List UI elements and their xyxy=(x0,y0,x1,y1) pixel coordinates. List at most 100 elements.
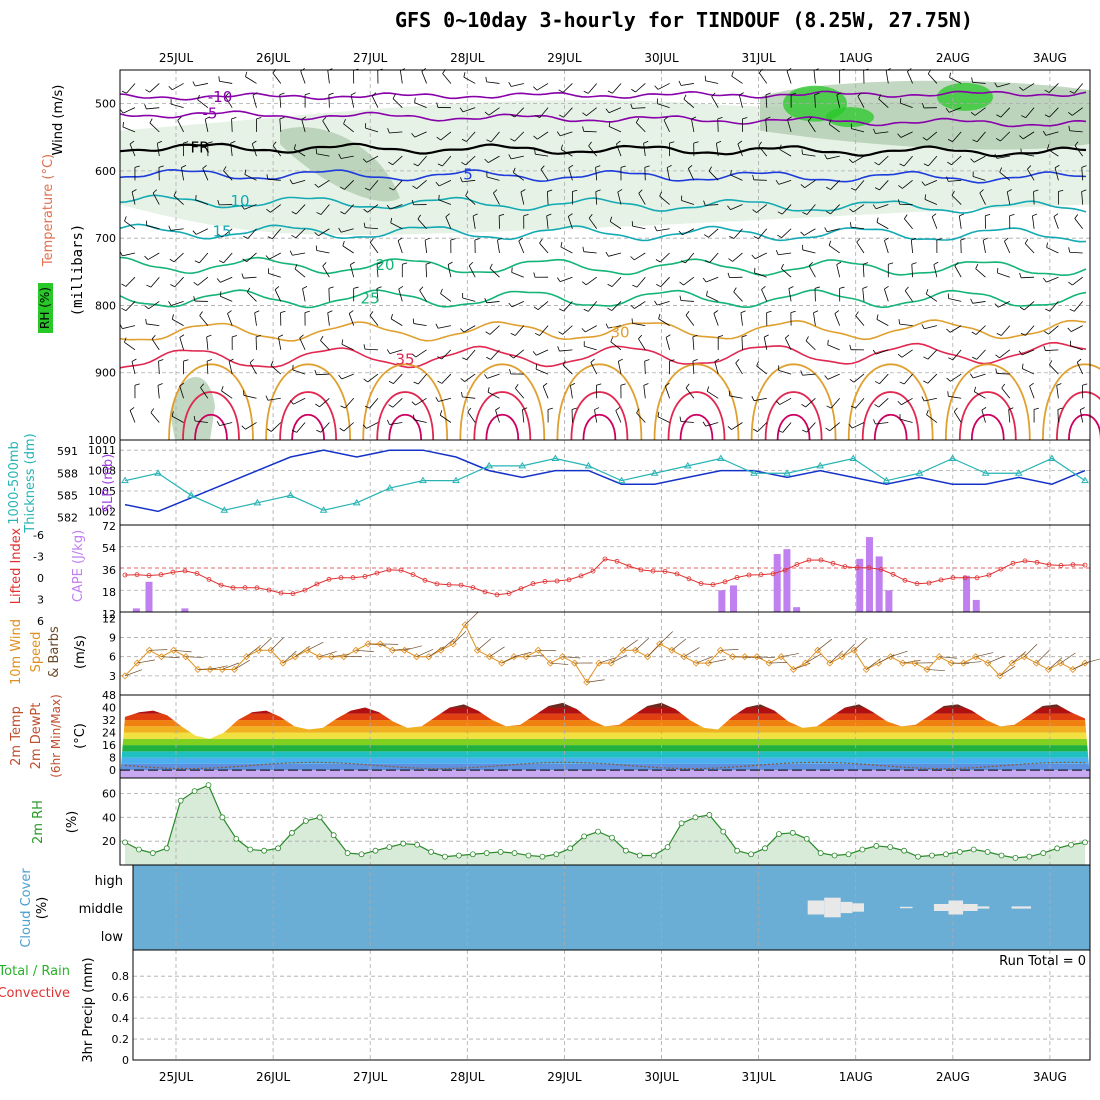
wind-barb xyxy=(584,345,597,351)
wind-barb xyxy=(594,409,598,423)
wind-barb xyxy=(294,268,306,278)
wind-barb-flag xyxy=(777,234,782,239)
wind-barb-flag xyxy=(386,204,391,210)
wind-barb xyxy=(608,126,622,133)
wind-barb xyxy=(788,288,792,302)
wind-barb-flag xyxy=(954,262,959,267)
wind-barb xyxy=(489,325,500,335)
wind-barb-flag xyxy=(979,189,984,194)
wind-barb xyxy=(1047,148,1059,157)
wind-barb-flag xyxy=(439,410,443,416)
wind-barb-flag xyxy=(436,102,439,108)
thickness-point xyxy=(882,476,891,484)
wind-barb xyxy=(220,276,233,283)
li-tick: -6 xyxy=(33,529,44,542)
wind-speed-point xyxy=(1044,665,1053,674)
wind-barb-flag xyxy=(339,186,345,190)
wind-barb-flag xyxy=(731,71,734,77)
wind-barb xyxy=(876,319,889,326)
wind-barb xyxy=(568,167,573,181)
wind-barb-flag xyxy=(435,396,439,402)
wind-barb xyxy=(247,291,257,302)
rh-point xyxy=(483,850,490,856)
wind-barb xyxy=(520,191,525,205)
wind-barb-flag xyxy=(218,260,224,264)
rh-point xyxy=(859,846,866,853)
wind-barb xyxy=(853,373,865,383)
date-label-top: 26JUL xyxy=(256,51,291,65)
wind-barb xyxy=(952,349,962,361)
wind-barb xyxy=(659,631,673,645)
wind-barb xyxy=(416,180,427,189)
wind-barb-flag xyxy=(839,286,845,289)
wind-barb-flag xyxy=(560,241,563,248)
wind-axis-label: Wind (m/s) xyxy=(51,85,66,156)
wind-barb-flag xyxy=(688,165,693,169)
wind-barb xyxy=(585,276,597,286)
wind-barb xyxy=(735,362,743,375)
rh-point xyxy=(456,852,462,859)
cape-bar xyxy=(972,599,980,612)
wind-barb xyxy=(683,276,695,286)
wind-barb xyxy=(173,649,192,653)
wind-barb xyxy=(342,245,354,254)
wind-barb xyxy=(195,83,208,87)
wind-barb-flag xyxy=(369,311,374,316)
wind-barb-flag xyxy=(636,408,640,414)
wind-barb-flag xyxy=(655,259,661,263)
wind-barb xyxy=(152,192,160,205)
wind-barb-flag xyxy=(605,108,610,113)
wind-barb-flag xyxy=(157,383,163,386)
wind-barb xyxy=(272,145,282,157)
wind-barb xyxy=(441,373,452,384)
hot-contour xyxy=(473,391,532,441)
wind-barb xyxy=(1054,167,1059,181)
wind-barb xyxy=(756,365,768,375)
date-label-top: 2AUG xyxy=(936,51,970,65)
cape-bar xyxy=(856,558,864,612)
precip-tick: 0.4 xyxy=(112,1012,130,1025)
rh-point xyxy=(636,852,643,859)
wind-barb-flag xyxy=(665,382,670,387)
wind-barb xyxy=(1081,167,1084,181)
wind-barb-flag xyxy=(730,170,732,176)
wind-barb-flag xyxy=(874,162,879,166)
wind-speed-point xyxy=(182,653,190,661)
wind-speed-point xyxy=(1020,653,1028,661)
wind-barb xyxy=(708,228,719,238)
wind-barb xyxy=(219,80,233,84)
wind-speed-point xyxy=(242,653,251,661)
thickness-point xyxy=(385,484,394,491)
wind-barb-flag xyxy=(267,236,273,240)
rh-point xyxy=(748,851,754,858)
wind-barb xyxy=(1029,385,1035,399)
wind-barb xyxy=(608,325,622,329)
wind-barb-flag xyxy=(595,165,601,168)
cape-bar xyxy=(181,608,189,612)
wind-barb xyxy=(540,169,549,181)
wind-barb-flag xyxy=(615,407,620,411)
wind-barb-flag xyxy=(217,199,220,205)
wind-barb xyxy=(685,315,695,326)
wind-barb xyxy=(129,410,136,423)
thickness-point xyxy=(617,476,626,484)
wind-barb-flag xyxy=(849,344,852,350)
wind-barb xyxy=(562,83,573,93)
wind-barb xyxy=(595,167,598,181)
wind-barb-flag xyxy=(872,349,877,355)
wind-barb-flag xyxy=(363,378,368,383)
wind-barb xyxy=(659,195,670,205)
wind-speed-point xyxy=(826,659,834,667)
wind-barb xyxy=(781,228,792,238)
wind-barb-flag xyxy=(535,115,540,118)
wind-barb xyxy=(862,288,865,302)
wind-barb xyxy=(644,361,646,375)
wind-barb-flag xyxy=(607,90,613,94)
thickness-point xyxy=(816,461,825,469)
isotherm-line xyxy=(119,110,1087,128)
wind-barb xyxy=(730,174,743,181)
wind-barb-flag xyxy=(1024,239,1029,244)
li-point xyxy=(590,568,596,574)
wind-barb-flag xyxy=(320,335,324,341)
wind-barb-flag xyxy=(370,238,374,243)
